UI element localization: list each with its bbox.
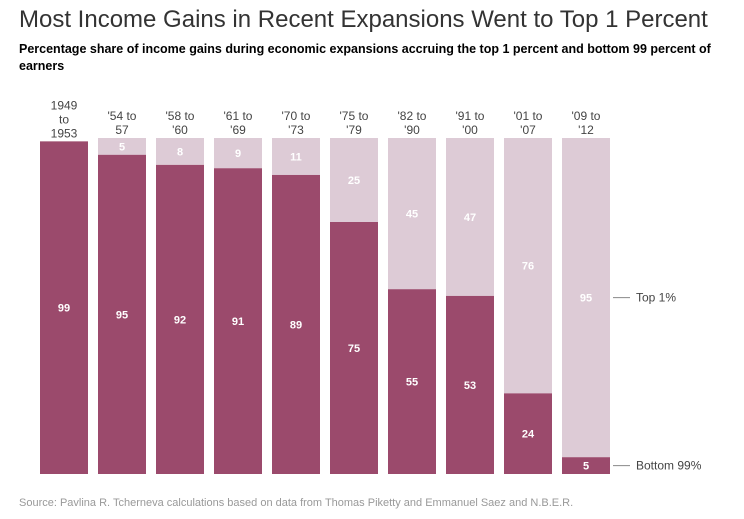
bar-top-1pct [446,138,494,296]
bar-bottom-99pct [388,289,436,474]
x-tick-label: '60 [172,123,188,137]
bar-label-bottom: 95 [116,309,128,321]
x-tick-label: '82 to [398,109,427,123]
x-tick-label: '12 [578,123,594,137]
bar-top-1pct [504,138,552,394]
bar-bottom-99pct [272,174,320,474]
bar-bottom-99pct [98,154,146,475]
bar-top-1pct [388,138,436,290]
bar-top-1pct [562,138,610,458]
bar-label-top: 47 [464,212,476,224]
bar-label-bottom: 5 [583,461,589,473]
bar-top-1pct [98,138,146,155]
chart-subtitle: Percentage share of income gains during … [19,42,711,73]
bar-top-1pct [156,138,204,165]
source-note: Source: Pavlina R. Tcherneva calculation… [19,497,574,509]
bar-top-1pct [330,138,378,222]
bar-bottom-99pct [504,393,552,474]
bar-bottom-99pct [446,295,494,474]
chart-title: Most Income Gains in Recent Expansions W… [19,6,708,33]
legend-bottom-99pct: Bottom 99% [636,459,702,473]
x-tick-label: '00 [462,123,478,137]
x-tick-label: '75 to [340,109,369,123]
bar-label-top: 5 [119,141,125,153]
bar-label-top: 9 [235,148,241,160]
bar-bottom-99pct [330,222,378,474]
x-tick-label: '61 to [224,109,253,123]
bar-label-bottom: 99 [58,303,70,315]
x-tick-label: to [59,112,69,126]
bar-label-bottom: 53 [464,380,476,392]
bar-label-bottom: 75 [348,343,360,355]
bar-bottom-99pct [40,141,88,475]
x-tick-label: '54 to [108,109,137,123]
x-tick-label: 1949 [51,98,78,112]
x-tick-label: '01 to [514,109,543,123]
bar-label-top: 11 [290,151,302,163]
bar-label-bottom: 91 [232,316,244,328]
x-tick-label: '70 to [282,109,311,123]
x-tick-label: '79 [346,123,362,137]
bar-label-top: 76 [522,261,534,273]
bar-bottom-99pct [214,168,262,475]
x-tick-label: '07 [520,123,536,137]
x-tick-label: '91 to [456,109,485,123]
x-tick-label: '73 [288,123,304,137]
bar-label-bottom: 92 [174,314,186,326]
x-tick-label: '58 to [166,109,195,123]
x-tick-label: 1953 [51,126,78,140]
x-tick-label: '69 [230,123,246,137]
bar-label-top: 45 [406,209,418,221]
x-tick-label: 57 [115,123,129,137]
bar-top-1pct [272,138,320,175]
legend-top-1pct: Top 1% [636,291,676,305]
bar-label-top: 95 [580,293,592,305]
bar-label-bottom: 55 [406,377,418,389]
bar-label-bottom: 89 [290,319,302,331]
x-tick-label: '90 [404,123,420,137]
bar-bottom-99pct [562,457,610,474]
x-tick-label: '09 to [572,109,601,123]
bar-label-top: 8 [177,146,183,158]
bar-label-top: 25 [348,175,360,187]
bar-top-1pct [214,138,262,169]
bar-label-bottom: 24 [522,429,535,441]
bar-bottom-99pct [156,164,204,474]
